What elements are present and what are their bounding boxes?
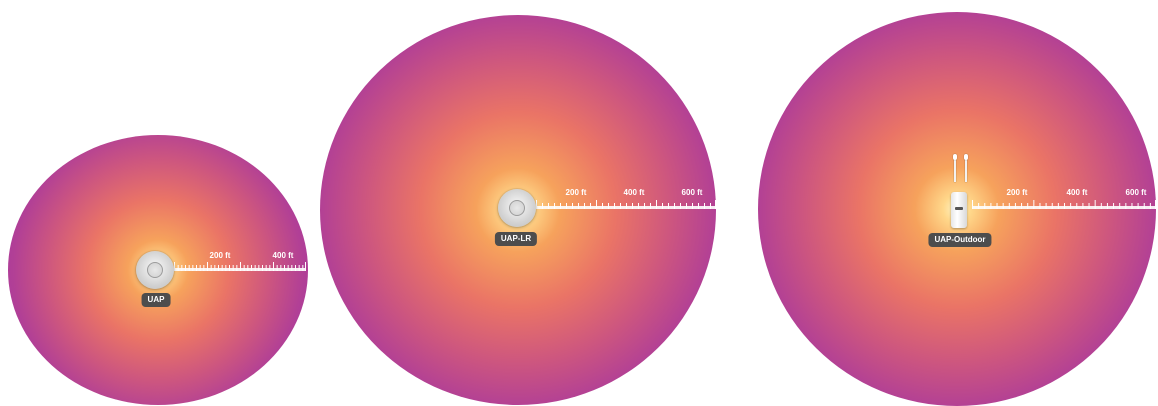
ruler-label-200ft: 200 ft: [209, 251, 231, 260]
distance-ruler-uap: [174, 262, 306, 271]
distance-ruler-uap-lr: [536, 200, 716, 209]
ruler-label-400ft: 400 ft: [272, 251, 294, 260]
ruler-label-400ft: 400 ft: [623, 188, 645, 197]
ceiling-dome-icon[interactable]: [498, 189, 536, 227]
ruler-label-200ft: 200 ft: [565, 188, 587, 197]
model-badge-uap-lr: UAP-LR: [494, 232, 538, 246]
distance-ruler-uap-outdoor: [972, 200, 1156, 209]
antenna-icon: [953, 154, 957, 182]
outdoor-antenna-unit-icon[interactable]: [951, 192, 967, 228]
ruler-label-600ft: 600 ft: [1125, 188, 1147, 197]
ruler-label-400ft: 400 ft: [1066, 188, 1088, 197]
ceiling-dome-icon[interactable]: [136, 251, 174, 289]
model-badge-uap: UAP: [141, 293, 171, 307]
ap-led-ring: [147, 262, 163, 278]
ruler-label-600ft: 600 ft: [681, 188, 703, 197]
ruler-label-200ft: 200 ft: [1006, 188, 1028, 197]
ap-led-ring: [509, 200, 525, 216]
antenna-icon: [964, 154, 968, 182]
model-badge-uap-outdoor: UAP-Outdoor: [928, 233, 992, 247]
ap-led: [955, 207, 963, 210]
